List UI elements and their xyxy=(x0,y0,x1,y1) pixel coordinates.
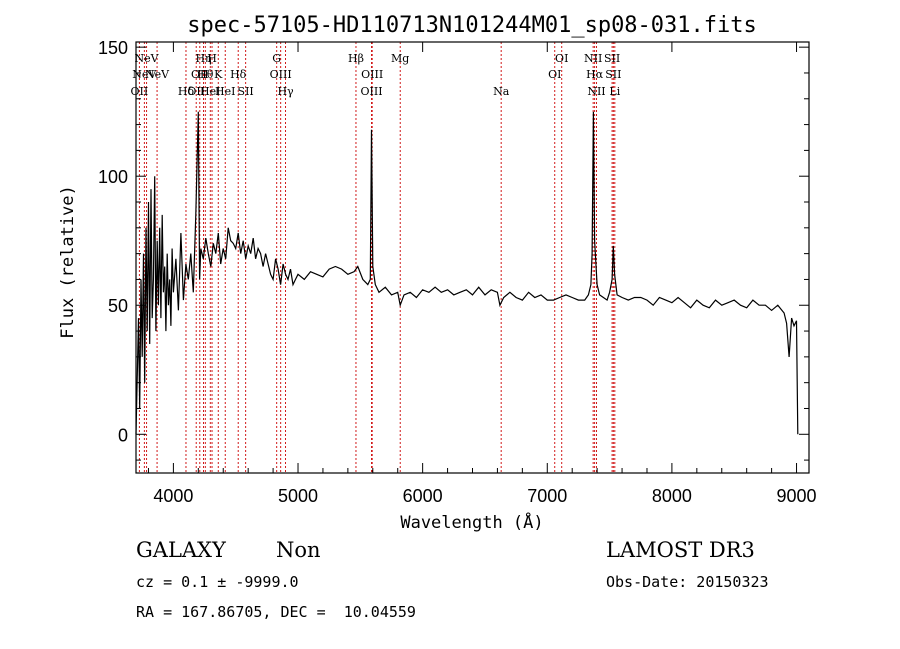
emission-line-label: Li xyxy=(609,85,620,98)
y-tick-label: 0 xyxy=(118,425,128,445)
emission-line-label: NII xyxy=(584,52,602,65)
emission-line-label: Hη xyxy=(195,52,211,65)
x-axis-label: Wavelength (Å) xyxy=(400,511,543,533)
emission-line-label: Hθ xyxy=(197,68,214,81)
emission-line-label: NeV xyxy=(135,52,160,65)
emission-line-label: Na xyxy=(493,85,510,98)
object-class: GALAXY xyxy=(136,538,226,562)
chart-title: spec-57105-HD110713N101244M01_sp08-031.f… xyxy=(187,13,757,38)
emission-line-label: NII xyxy=(587,85,605,98)
emission-line-label: SII xyxy=(238,85,254,98)
x-tick-label: 8000 xyxy=(652,486,692,506)
x-tick-label: 5000 xyxy=(278,486,318,506)
emission-line-label: OIII xyxy=(361,68,383,81)
y-tick-label: 100 xyxy=(98,167,128,187)
x-tick-label: 6000 xyxy=(403,486,443,506)
emission-line-labels: OIINeVNeVNeVHδOIIOIIHηHθHeIHKHeIHδSIIGOI… xyxy=(131,52,622,98)
emission-line-label: Hδ xyxy=(178,85,195,98)
emission-line-label: Hβ xyxy=(348,52,364,65)
emission-line-label: HeI xyxy=(200,85,220,98)
emission-line-label: OII xyxy=(187,85,205,98)
survey-name: LAMOST DR3 xyxy=(606,538,755,562)
flux-series-line xyxy=(135,111,799,435)
emission-line-label: OI xyxy=(548,68,561,81)
emission-line-label: G xyxy=(272,52,281,65)
redshift-text: cz = 0.1 ± -9999.0 xyxy=(136,573,299,591)
plot-frame xyxy=(135,41,810,474)
y-axis-ticks: 0 50 100 150 xyxy=(98,38,809,461)
emission-line-label: OIII xyxy=(361,85,383,98)
x-tick-label: 4000 xyxy=(153,486,193,506)
emission-line-label: OI xyxy=(555,52,568,65)
x-tick-label: 7000 xyxy=(527,486,567,506)
coordinates: RA = 167.86705, DEC = 10.04559 xyxy=(136,603,416,621)
emission-line-label: Mg xyxy=(391,52,409,65)
emission-line-label: HeI xyxy=(215,85,235,98)
emission-line-label: H xyxy=(207,52,217,65)
emission-line-label: Hδ xyxy=(230,68,247,81)
y-tick-label: 150 xyxy=(98,38,128,58)
object-subclass: Non xyxy=(276,538,321,562)
emission-line-label: NeV xyxy=(145,68,170,81)
emission-line-markers xyxy=(138,42,616,473)
emission-line-label: K xyxy=(214,68,223,81)
x-tick-label: 9000 xyxy=(777,486,817,506)
y-axis-label: Flux (relative) xyxy=(58,185,78,339)
x-axis-ticks: 4000 5000 6000 7000 8000 9000 xyxy=(147,42,817,506)
emission-line-label: Hα xyxy=(586,68,604,81)
emission-line-label: SII xyxy=(604,52,620,65)
y-tick-label: 50 xyxy=(108,296,128,316)
emission-line-label: NeV xyxy=(132,68,157,81)
emission-line-label: SII xyxy=(605,68,621,81)
emission-line-label: OIII xyxy=(270,68,292,81)
emission-line-label: OII xyxy=(131,85,149,98)
emission-line-label: OII xyxy=(191,68,209,81)
obs-date: Obs-Date: 20150323 xyxy=(606,573,769,591)
emission-line-label: Hγ xyxy=(277,85,294,98)
